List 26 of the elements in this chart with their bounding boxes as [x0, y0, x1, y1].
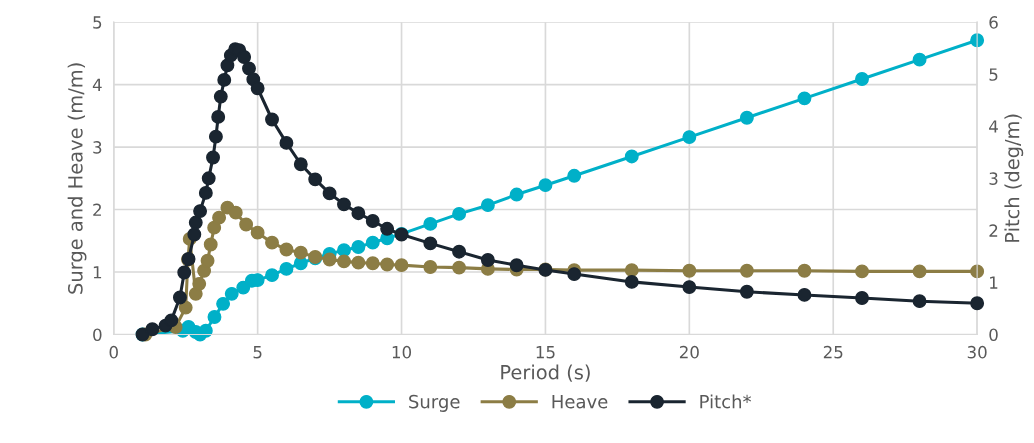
x-tick-label: 30 — [967, 345, 987, 359]
legend-label: Pitch* — [700, 394, 752, 409]
y-axis-title: Surge and Heave (m/m) — [67, 63, 87, 294]
x-tick-label: 15 — [536, 346, 555, 359]
x-tick-label: 25 — [823, 345, 843, 359]
y-tick-label: 4 — [92, 78, 102, 91]
y-tick-label: 2 — [93, 203, 101, 216]
y2-tick-label: 4 — [989, 120, 998, 133]
x-tick-label: 20 — [679, 345, 699, 359]
x-tick-label: 5 — [253, 346, 262, 359]
x-tick-label: 10 — [392, 345, 412, 359]
x-axis-title: Period (s) — [501, 364, 590, 382]
legend-label: Surge — [409, 394, 460, 412]
x-tick-label: 0 — [109, 345, 118, 359]
y2-tick-label: 6 — [989, 16, 998, 29]
y-tick-label: 5 — [93, 16, 102, 29]
y-tick-label: 1 — [93, 266, 102, 279]
y2-tick-label: 0 — [989, 328, 998, 342]
y2-tick-label: 3 — [989, 172, 998, 185]
y2-tick-label: 1 — [990, 276, 998, 289]
y-tick-label: 0 — [93, 328, 102, 342]
y2-tick-label: 2 — [989, 224, 998, 237]
y-tick-label: 3 — [93, 141, 102, 154]
legend-label: Heave — [552, 394, 608, 409]
y2-axis-title: Pitch (deg/m) — [1004, 114, 1024, 242]
y2-tick-label: 5 — [989, 68, 998, 81]
